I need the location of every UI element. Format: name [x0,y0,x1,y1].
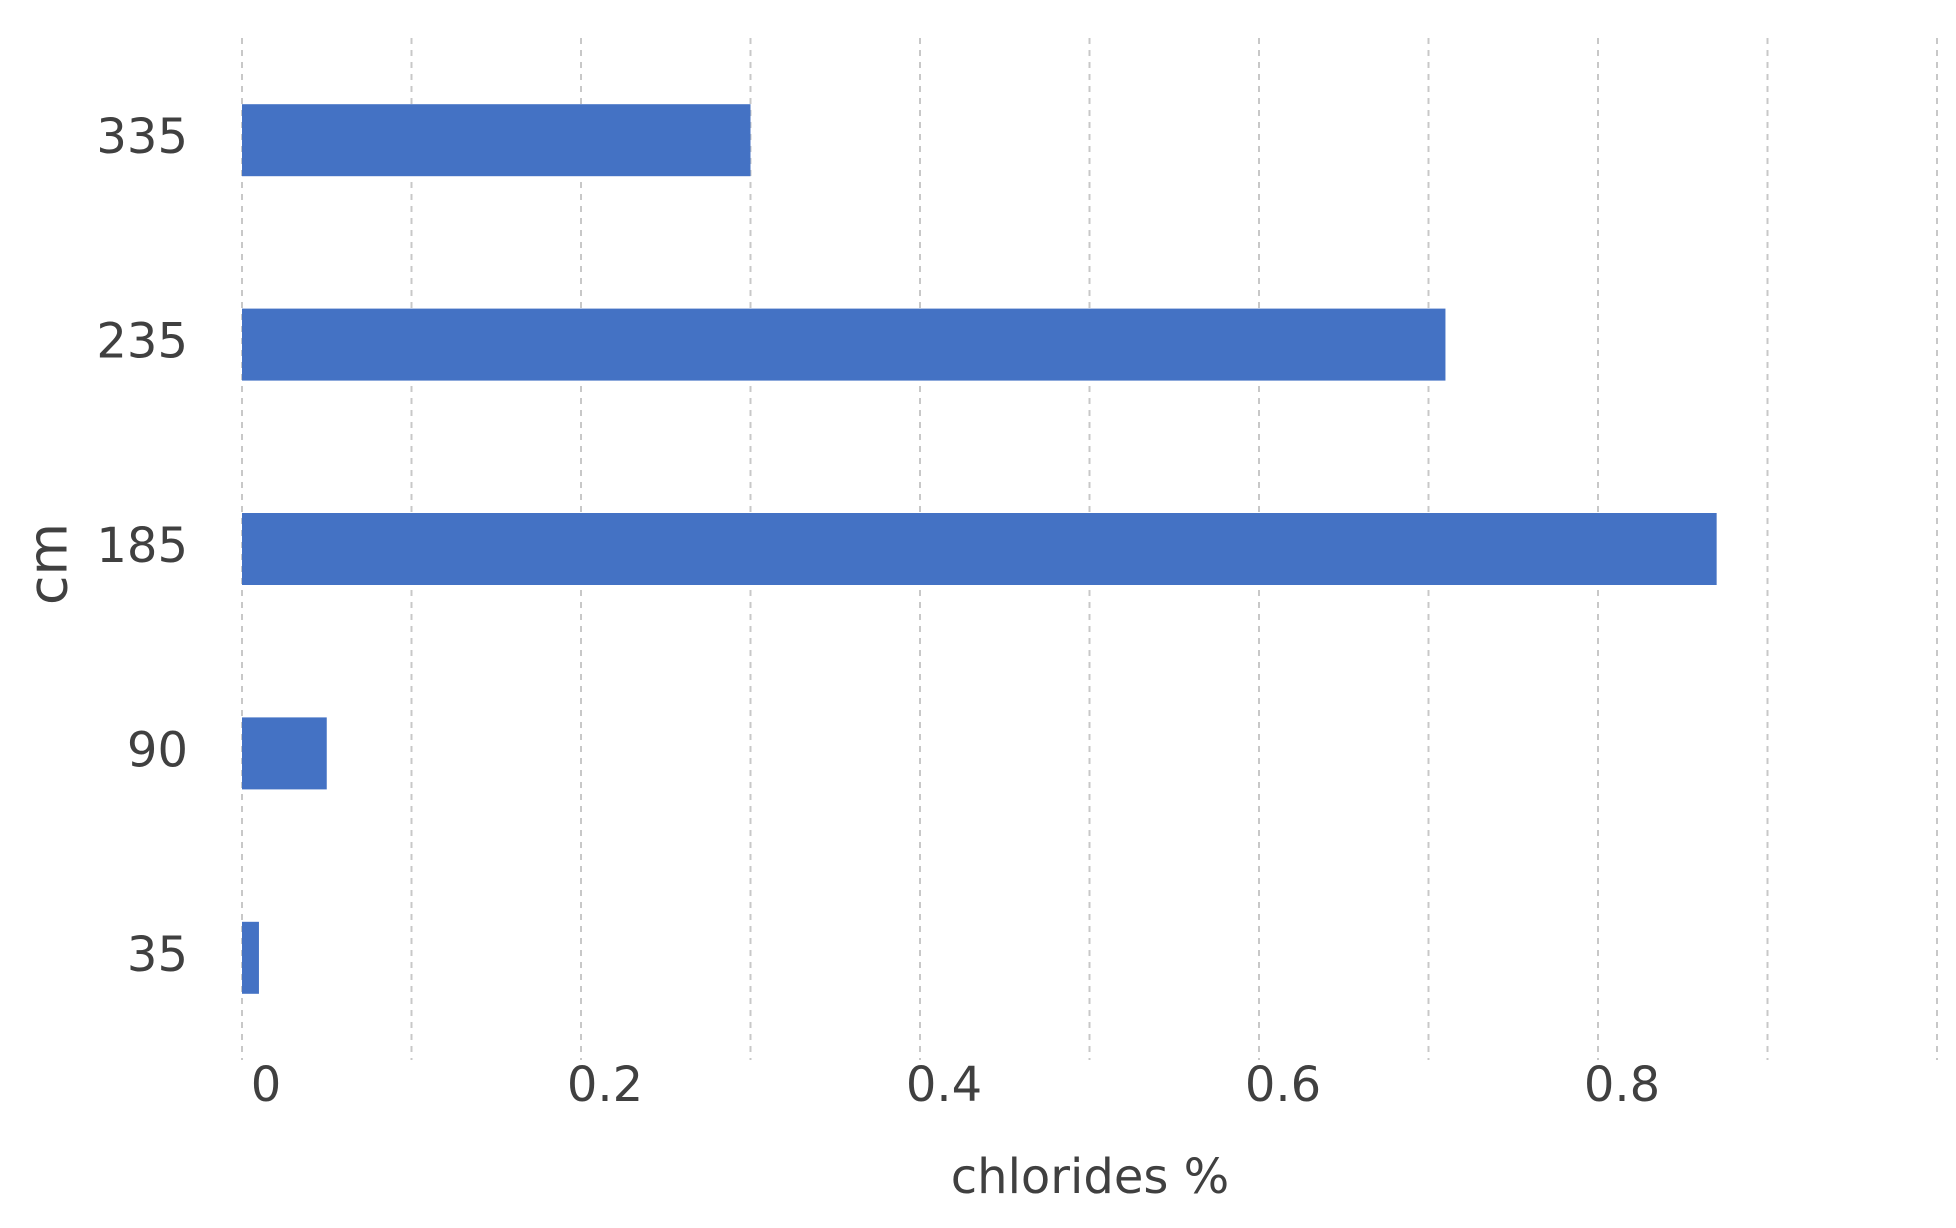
x-tick-label: 0.8 [1584,1057,1660,1113]
bar [242,717,327,790]
y-tick-label: 35 [127,927,188,983]
bar [242,513,1717,585]
y-tick-label: 90 [127,722,188,778]
bar [242,921,259,994]
x-tick-label: 0.6 [1245,1057,1321,1113]
y-tick-label: 185 [96,518,188,574]
y-axis-label: cm [17,523,80,605]
x-tick-label: 0.4 [906,1057,982,1113]
y-tick-label: 335 [96,109,188,165]
y-tick-label: 235 [96,314,188,370]
x-tick-label: 0.2 [567,1057,643,1113]
bar [242,308,1446,381]
x-tick-label: 0 [251,1057,282,1113]
bar [242,104,751,177]
x-axis-label: chlorides % [951,1149,1229,1205]
